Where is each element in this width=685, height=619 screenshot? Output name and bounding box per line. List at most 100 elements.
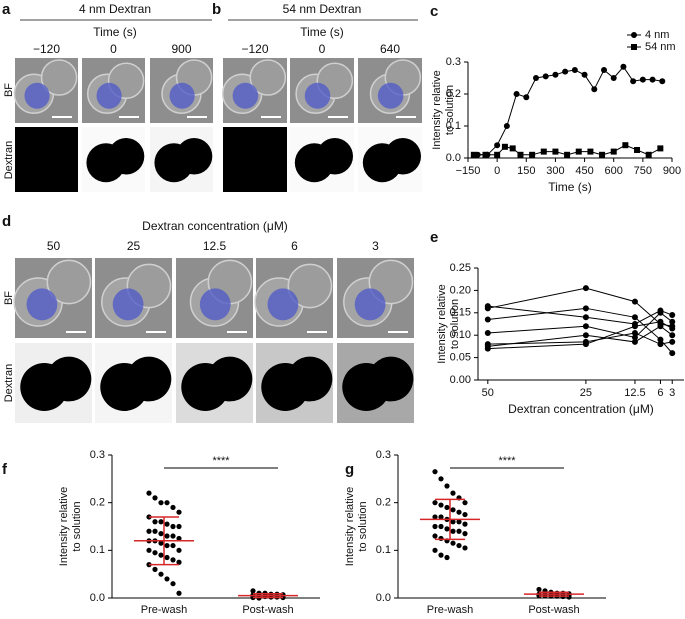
marker bbox=[503, 123, 510, 129]
point bbox=[146, 528, 152, 534]
row-label: Dextran bbox=[3, 364, 15, 403]
column-label: 900 bbox=[171, 42, 191, 56]
marker bbox=[540, 148, 547, 155]
marker bbox=[631, 334, 638, 341]
point bbox=[462, 545, 468, 551]
point bbox=[164, 576, 170, 582]
marker bbox=[631, 298, 638, 305]
marker bbox=[669, 338, 676, 345]
marker bbox=[501, 143, 508, 150]
cell-shadow bbox=[207, 356, 253, 402]
panel-label: c bbox=[430, 3, 438, 20]
point bbox=[176, 559, 182, 565]
x-tick-label: 6 bbox=[657, 387, 663, 399]
x-tick-label: Pre-wash bbox=[141, 604, 187, 616]
marker bbox=[622, 142, 629, 149]
y-tick-label: 0.1 bbox=[376, 544, 391, 556]
marker bbox=[582, 332, 589, 339]
cell bbox=[249, 59, 287, 96]
point bbox=[158, 540, 164, 546]
point bbox=[432, 500, 438, 506]
point bbox=[450, 528, 456, 534]
cell-shadow bbox=[384, 138, 421, 175]
point bbox=[170, 504, 176, 511]
y-tick-label: 0.3 bbox=[90, 449, 105, 461]
y-tick-label: 0.20 bbox=[450, 284, 471, 296]
x-axis-label: Time (s) bbox=[548, 180, 592, 194]
point bbox=[164, 500, 170, 506]
column-label: 0 bbox=[319, 42, 326, 56]
marker bbox=[494, 142, 501, 149]
x-tick-label: 0 bbox=[494, 165, 500, 177]
point bbox=[432, 547, 438, 553]
marker bbox=[582, 314, 589, 321]
y-tick-label: 0.0 bbox=[90, 592, 105, 604]
marker bbox=[657, 336, 664, 343]
point bbox=[444, 526, 450, 532]
x-tick-label: 50 bbox=[482, 387, 494, 399]
marker bbox=[513, 91, 520, 97]
x-tick-label: 600 bbox=[605, 165, 623, 177]
point bbox=[566, 594, 572, 600]
point bbox=[432, 533, 438, 539]
x-tick-label: 900 bbox=[663, 165, 681, 177]
marker bbox=[599, 151, 606, 158]
marker bbox=[639, 76, 646, 83]
y-tick-label: 0.1 bbox=[90, 544, 105, 556]
marker bbox=[591, 86, 598, 93]
y-axis-label: to solution bbox=[71, 501, 83, 551]
row-label: Dextran bbox=[3, 141, 15, 180]
point bbox=[438, 535, 444, 542]
marker bbox=[634, 147, 641, 153]
marker bbox=[631, 338, 638, 345]
marker bbox=[649, 76, 656, 83]
x-tick-label: Post-wash bbox=[528, 604, 579, 616]
point bbox=[456, 528, 462, 534]
y-axis-label: Intensity relative bbox=[344, 487, 356, 566]
marker bbox=[669, 325, 676, 332]
point bbox=[432, 523, 438, 530]
marker bbox=[669, 318, 676, 325]
marker bbox=[657, 309, 664, 316]
y-axis-label: Intensity relative bbox=[58, 487, 70, 566]
point bbox=[164, 521, 170, 527]
marker bbox=[659, 78, 666, 85]
marker bbox=[630, 78, 637, 85]
point bbox=[170, 533, 176, 539]
point bbox=[444, 554, 450, 561]
column-label: 25 bbox=[127, 239, 141, 253]
marker bbox=[645, 151, 652, 158]
marker bbox=[533, 75, 539, 81]
nucleus bbox=[354, 288, 386, 321]
marker bbox=[523, 94, 530, 101]
marker bbox=[669, 312, 676, 319]
y-axis-label: to solution bbox=[449, 299, 461, 349]
y-axis-label: Intensity relative bbox=[436, 284, 448, 363]
point bbox=[146, 490, 152, 496]
point bbox=[170, 557, 176, 563]
point bbox=[170, 581, 176, 587]
panel-title: 54 nm Dextran bbox=[283, 2, 362, 16]
point bbox=[432, 469, 438, 475]
marker bbox=[582, 323, 589, 330]
marker bbox=[657, 341, 664, 348]
point bbox=[462, 531, 468, 537]
point bbox=[152, 566, 158, 573]
legend-label: 54 nm bbox=[645, 41, 676, 53]
y-tick-label: 0.25 bbox=[450, 262, 471, 274]
y-axis-label: Intensity relative bbox=[431, 70, 443, 149]
point bbox=[438, 476, 444, 482]
y-tick-label: 0.3 bbox=[446, 56, 461, 68]
x-tick-label: −150 bbox=[456, 165, 481, 177]
column-label: −120 bbox=[241, 42, 268, 56]
marker bbox=[581, 71, 588, 78]
legend-marker bbox=[631, 44, 637, 50]
point bbox=[176, 523, 182, 530]
point bbox=[456, 509, 462, 515]
legend-marker bbox=[631, 32, 637, 38]
point bbox=[462, 521, 468, 527]
cell-shadow bbox=[46, 356, 92, 402]
y-tick-label: 0.10 bbox=[450, 329, 471, 341]
nucleus bbox=[169, 82, 195, 109]
